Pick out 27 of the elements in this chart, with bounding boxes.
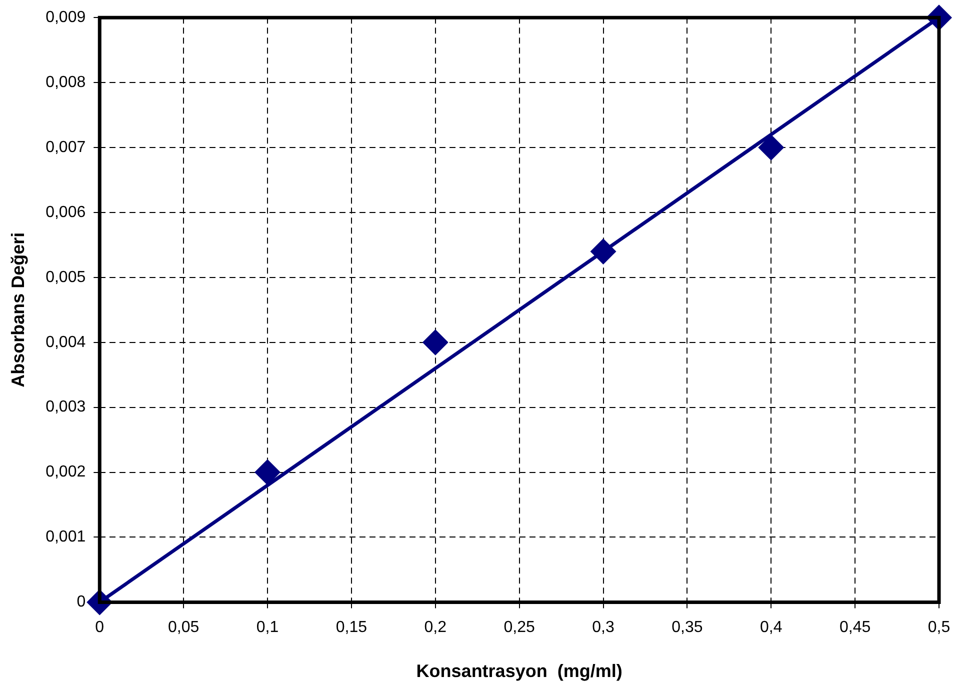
y-tick-label: 0,009 bbox=[46, 9, 86, 26]
x-tick-label: 0,2 bbox=[424, 619, 447, 636]
x-tick-label: 0,15 bbox=[336, 619, 368, 636]
x-tick-label: 0,05 bbox=[168, 619, 200, 636]
y-tick-label: 0,007 bbox=[46, 138, 86, 156]
y-tick-label: 0 bbox=[76, 594, 86, 611]
y-tick-label: 0,008 bbox=[46, 74, 86, 91]
y-tick-label: 0,003 bbox=[46, 398, 86, 416]
point bbox=[254, 459, 281, 486]
y-axis-title: Absorbans Değeri bbox=[8, 232, 28, 388]
x-tick-label: 0,45 bbox=[839, 619, 871, 636]
x-axis-title: Konsantrasyon (mg/ml) bbox=[416, 661, 622, 682]
x-tick-label: 0,3 bbox=[592, 619, 614, 636]
point bbox=[422, 329, 448, 356]
y-tick-label: 0,001 bbox=[46, 528, 86, 546]
x-tick-label: 0,4 bbox=[760, 619, 782, 636]
x-tick-label: 0,5 bbox=[928, 619, 950, 636]
y-tick-label: 0,004 bbox=[46, 334, 86, 351]
y-tick-label: 0,005 bbox=[46, 268, 86, 286]
x-tick-label: 0 bbox=[95, 619, 104, 636]
x-tick-label: 0,25 bbox=[504, 619, 535, 636]
x-tick-label: 0,35 bbox=[672, 619, 703, 636]
x-tick-label: 0,1 bbox=[256, 619, 279, 636]
point bbox=[758, 134, 784, 161]
y-tick-label: 0,006 bbox=[46, 204, 86, 221]
point bbox=[590, 238, 616, 264]
y-tick-label: 0,002 bbox=[46, 464, 86, 481]
